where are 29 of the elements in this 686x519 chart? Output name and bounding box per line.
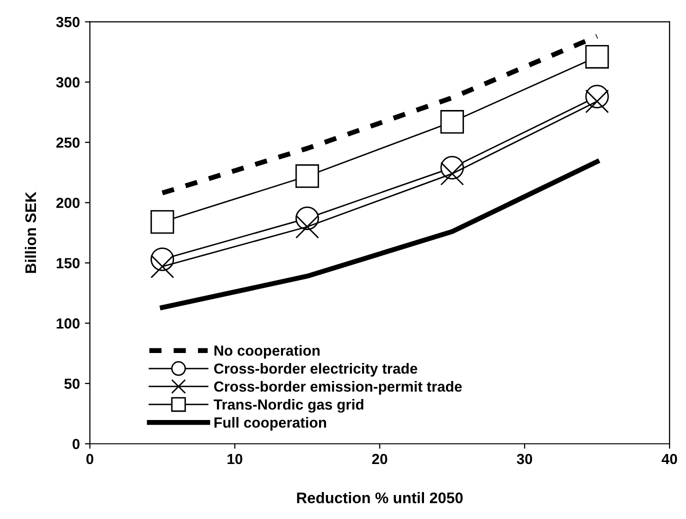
point xyxy=(585,44,609,69)
legend-label: Full cooperation xyxy=(214,417,326,431)
line-series xyxy=(160,159,600,310)
point xyxy=(295,164,320,188)
legend-label: Trans-Nordic gas grid xyxy=(214,398,364,413)
point xyxy=(585,90,609,114)
y-tick-label: 50 xyxy=(64,378,80,389)
legend-label: No cooperation xyxy=(214,345,320,359)
point xyxy=(150,254,174,278)
point xyxy=(440,110,464,134)
legend-label: Cross-border electricity trade xyxy=(214,363,418,377)
x-axis-title: Reduction % until 2050 xyxy=(297,492,463,504)
x-tick-label: 20 xyxy=(372,454,388,464)
x-tick-label: 0 xyxy=(86,454,94,464)
point xyxy=(440,162,464,186)
y-tick-label: 0 xyxy=(72,438,80,450)
y-tick-label: 250 xyxy=(56,137,80,148)
x-tick-label: 10 xyxy=(228,454,242,464)
point xyxy=(295,214,320,239)
x-tick-label: 30 xyxy=(516,454,532,464)
y-tick-label: 300 xyxy=(56,77,80,88)
y-tick-label: 150 xyxy=(56,258,80,268)
x-tick-label: 40 xyxy=(662,454,678,464)
y-tick-label: 100 xyxy=(56,318,80,329)
y-tick-label: 350 xyxy=(56,16,80,28)
y-tick-label: 200 xyxy=(56,198,80,208)
y-axis-title: Billion SEK xyxy=(24,192,36,273)
legend-label: Cross-border emission-permit trade xyxy=(214,381,462,395)
point xyxy=(150,210,174,234)
